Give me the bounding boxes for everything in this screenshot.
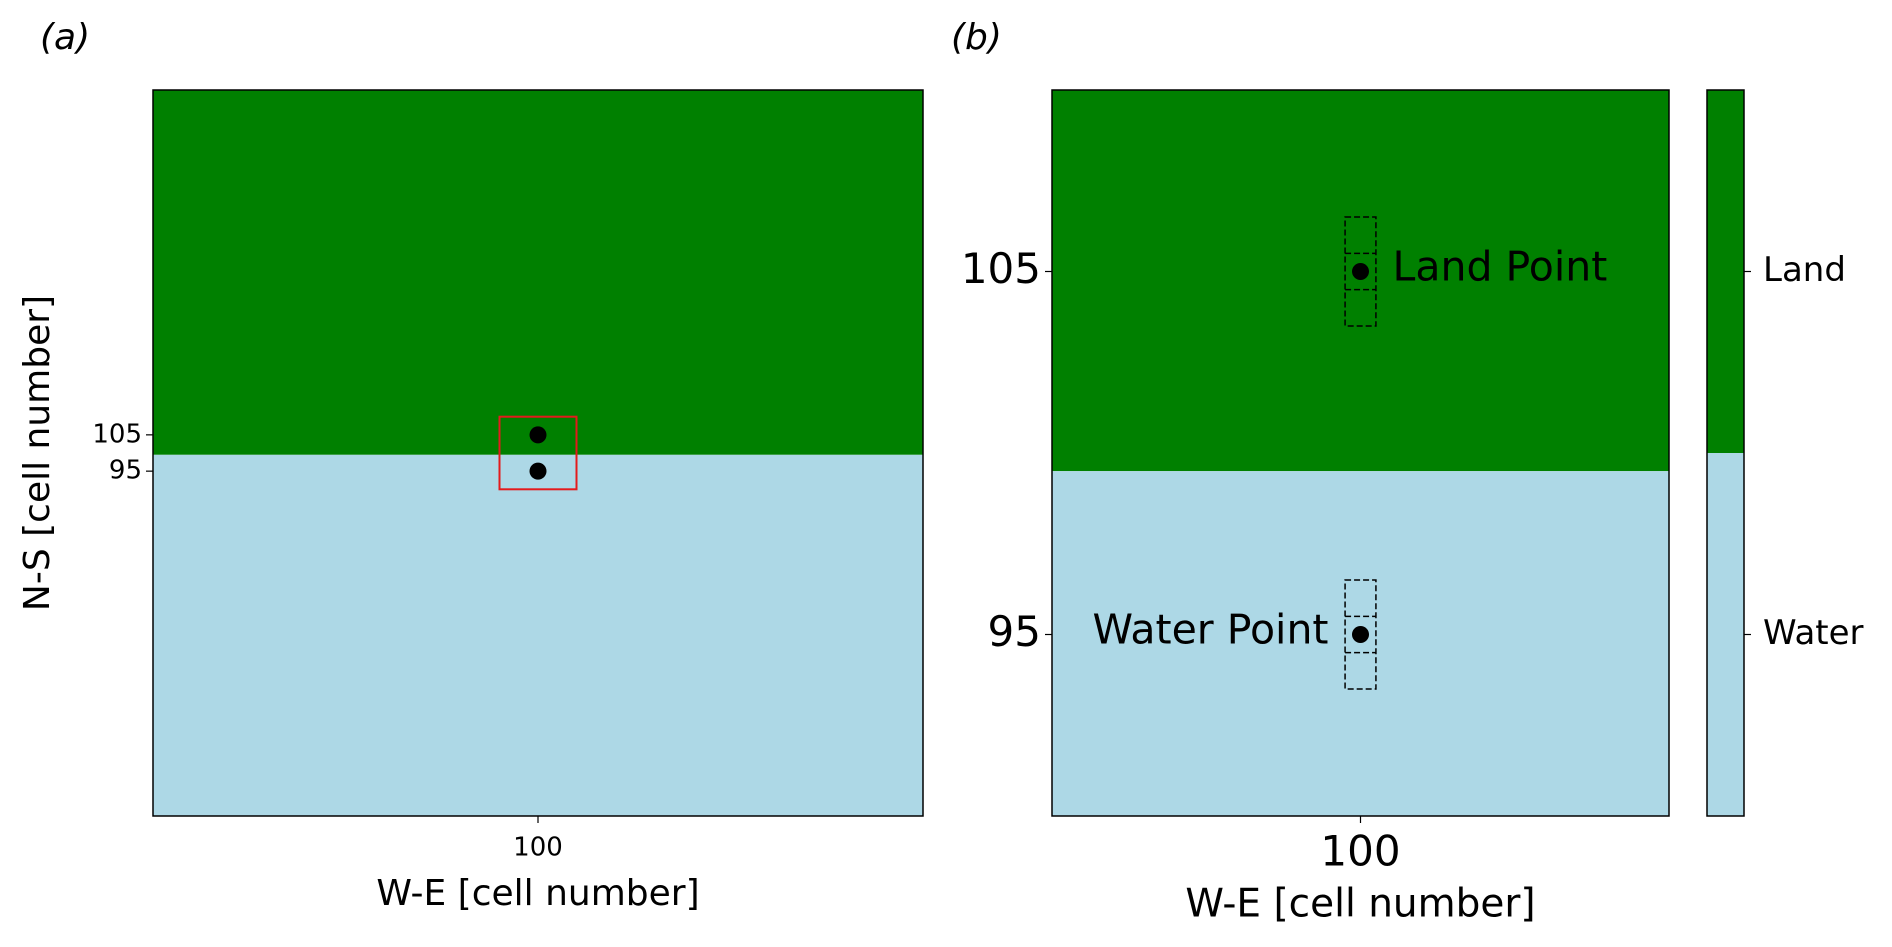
point — [529, 462, 547, 480]
point — [529, 426, 547, 444]
point — [1352, 263, 1369, 280]
water-region — [1052, 471, 1669, 816]
colorbar-segment — [1707, 453, 1744, 816]
colorbar-frame — [1706, 89, 1745, 817]
x-tick-label: 100 — [1320, 827, 1400, 876]
colorbar-label: Water — [1763, 613, 1864, 653]
point-label: Water Point — [1092, 606, 1328, 654]
x-axis-label: W-E [cell number] — [1185, 882, 1535, 927]
y-axis-label: N-S [cell number] — [17, 295, 58, 611]
y-tick-label: 95 — [109, 456, 142, 486]
point-label: Land Point — [1393, 243, 1608, 291]
x-axis-label: W-E [cell number] — [376, 873, 699, 914]
water-region — [153, 454, 923, 816]
colorbar-label: Land — [1763, 250, 1846, 290]
panel-label: (b) — [951, 17, 1002, 58]
y-tick-label: 105 — [92, 419, 142, 449]
y-tick-label: 105 — [961, 244, 1041, 293]
stencil-cells — [1344, 579, 1377, 690]
land-region — [153, 90, 923, 455]
y-tick-label: 95 — [988, 607, 1041, 656]
highlight-box — [498, 415, 578, 491]
x-tick-label: 100 — [513, 833, 563, 863]
point — [1352, 626, 1369, 643]
panel-label: (a) — [40, 17, 90, 58]
stencil-cells — [1344, 216, 1377, 327]
land-region — [1052, 90, 1669, 472]
colorbar-segment — [1707, 90, 1744, 453]
